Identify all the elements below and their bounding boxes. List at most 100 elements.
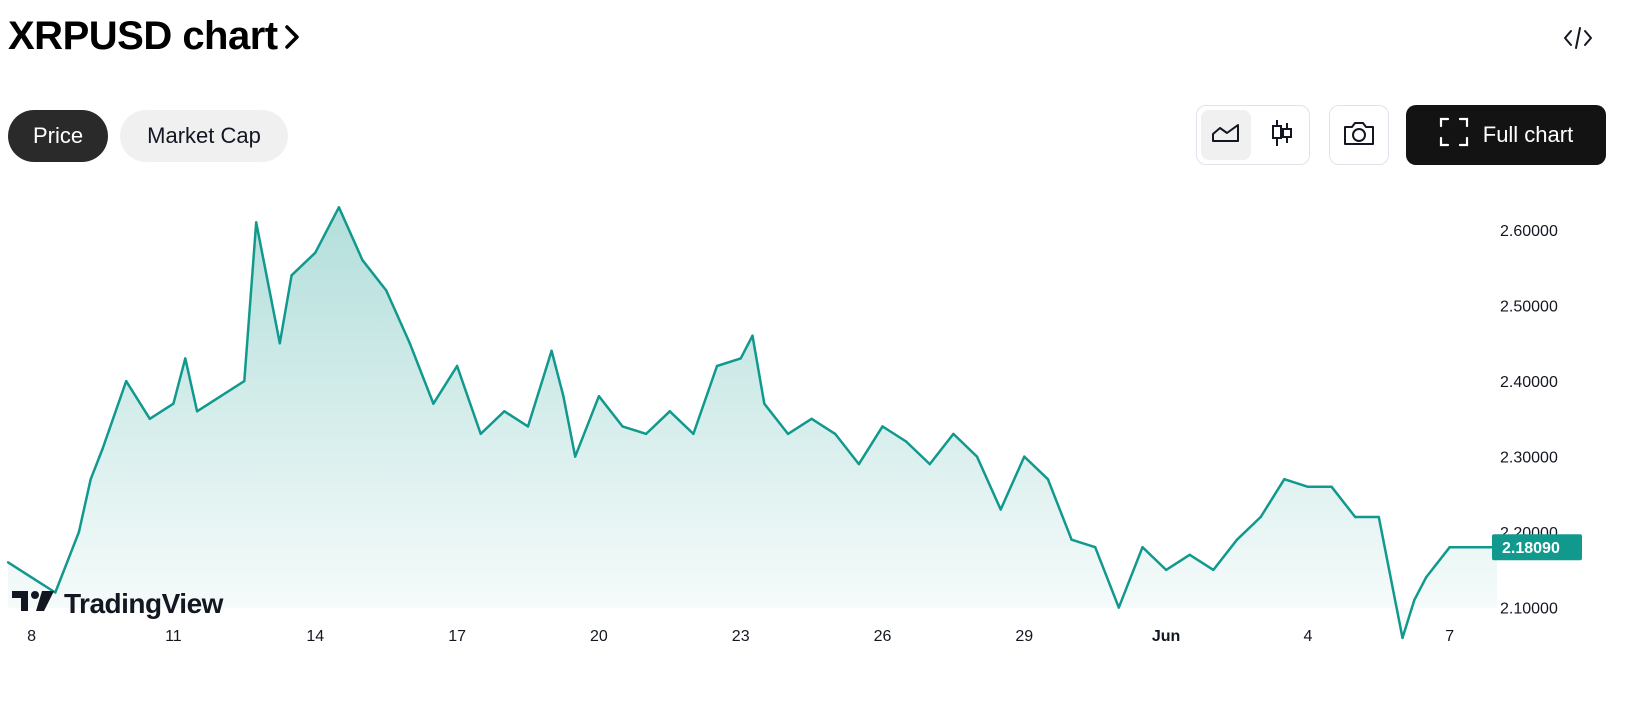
price-point (408, 342, 411, 345)
price-point (834, 432, 837, 436)
chart-style-toggle (1196, 105, 1310, 165)
price-point (125, 379, 128, 383)
price-point (101, 447, 104, 451)
price-point (1235, 538, 1239, 541)
price-point (668, 410, 671, 413)
price-point (1306, 485, 1310, 488)
price-point (432, 402, 435, 405)
x-tick-label: 14 (306, 628, 324, 645)
price-point (54, 591, 57, 594)
price-point (975, 455, 979, 458)
price-point (550, 349, 553, 352)
price-point (952, 432, 955, 436)
y-tick-label: 2.60000 (1500, 223, 1558, 240)
price-point (1472, 546, 1475, 549)
fullscreen-icon (1439, 117, 1469, 153)
tab-market-cap[interactable]: Market Cap (120, 110, 288, 162)
price-point (763, 402, 766, 405)
price-point (904, 440, 908, 443)
price-point (337, 206, 341, 209)
price-point (1188, 553, 1191, 556)
x-tick-label: 11 (165, 628, 182, 645)
full-chart-button[interactable]: Full chart (1406, 105, 1606, 165)
price-point (148, 417, 151, 420)
last-price-badge (1492, 534, 1582, 561)
x-tick-label: 7 (1445, 628, 1454, 645)
price-point (621, 425, 624, 428)
snapshot-button[interactable] (1329, 105, 1389, 165)
price-point (1046, 478, 1050, 481)
price-point (266, 281, 270, 285)
price-point (1413, 598, 1416, 602)
price-point (881, 425, 884, 428)
price-point (1401, 636, 1404, 640)
full-chart-label: Full chart (1482, 122, 1574, 147)
y-tick-label: 2.50000 (1500, 299, 1558, 316)
candlestick-icon (1270, 118, 1294, 153)
tradingview-logo-icon (10, 588, 56, 620)
y-tick-label: 2.10000 (1500, 601, 1558, 618)
code-embed-icon (1562, 25, 1594, 56)
logo-text: TradingView (64, 588, 223, 619)
last-price-label: 2.18090 (1502, 540, 1560, 557)
price-point (219, 395, 222, 398)
price-area-fill (8, 207, 1497, 638)
price-point (1070, 538, 1073, 541)
price-point (479, 432, 482, 436)
x-tick-label: Jun (1152, 628, 1180, 645)
price-point (1424, 576, 1428, 579)
price-point (928, 462, 931, 466)
x-tick-label: 29 (1015, 628, 1033, 645)
x-tick-label: 23 (732, 628, 750, 645)
price-point (786, 432, 790, 436)
x-tick-label: 8 (27, 628, 36, 645)
price-point (243, 379, 246, 383)
chevron-right-icon (284, 24, 300, 50)
price-point (77, 530, 81, 534)
price-point (1354, 515, 1357, 519)
price-chart[interactable]: 2.600002.500002.400002.300002.200002.100… (0, 180, 1633, 680)
price-point (1448, 546, 1451, 549)
price-point (751, 334, 754, 337)
area-chart-icon (1211, 122, 1241, 149)
price-point (597, 395, 601, 398)
price-point (385, 289, 388, 292)
price-point (1283, 478, 1286, 481)
price-point (526, 425, 530, 428)
x-tick-label: 26 (874, 628, 892, 645)
price-point (172, 402, 175, 405)
price-point (278, 342, 281, 345)
x-tick-label: 17 (448, 628, 466, 645)
tradingview-logo[interactable]: TradingView (10, 588, 223, 620)
price-point (361, 259, 364, 262)
price-point (574, 455, 577, 458)
price-point (1141, 546, 1144, 549)
area-chart-button[interactable] (1201, 110, 1251, 160)
tab-price[interactable]: Price (8, 110, 108, 162)
price-point (857, 462, 861, 466)
price-point (290, 274, 293, 277)
candlestick-chart-button[interactable] (1257, 110, 1307, 160)
y-tick-label: 2.30000 (1500, 450, 1558, 467)
price-point (999, 508, 1002, 511)
price-point (30, 576, 33, 579)
price-point (739, 357, 742, 360)
price-point (455, 364, 459, 368)
price-point (810, 417, 813, 420)
x-tick-label: 4 (1303, 628, 1312, 645)
page-title[interactable]: XRPUSD chart (8, 14, 300, 59)
price-point (1094, 546, 1097, 549)
price-point (715, 364, 719, 368)
price-point (644, 432, 648, 436)
price-point (1330, 485, 1333, 488)
chart-title: XRPUSD chart (8, 14, 278, 58)
price-point (184, 357, 187, 360)
price-point (314, 251, 317, 254)
price-point (562, 395, 565, 398)
price-point (1259, 515, 1262, 519)
price-point (1212, 568, 1215, 572)
price-point (195, 410, 199, 413)
embed-code-button[interactable] (1558, 22, 1598, 58)
price-point (255, 221, 258, 224)
camera-icon (1342, 119, 1376, 152)
